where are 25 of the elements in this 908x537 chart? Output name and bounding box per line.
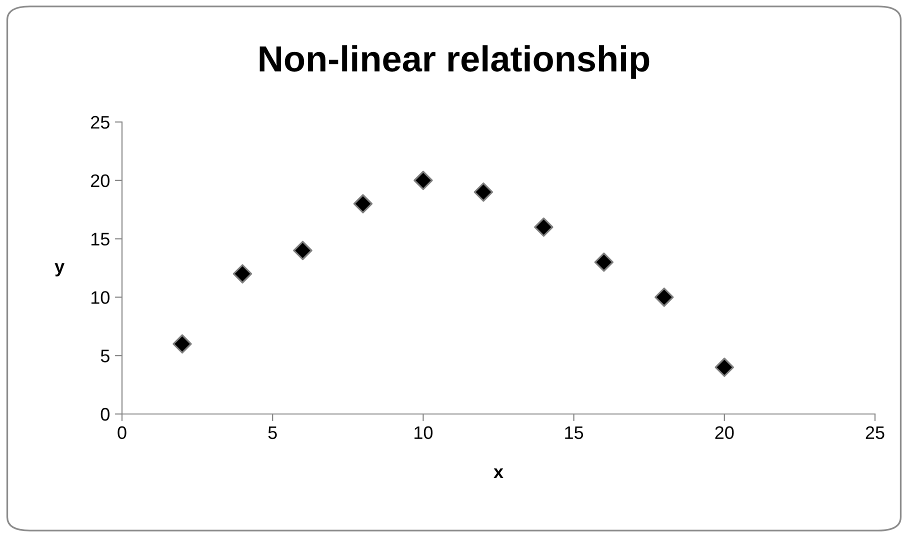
- x-tick-label: 0: [118, 426, 126, 440]
- point: [714, 358, 734, 377]
- point: [654, 288, 674, 307]
- x-tick-label: 5: [268, 426, 277, 440]
- y-tick-label: 5: [100, 350, 110, 362]
- point: [474, 182, 494, 202]
- y-tick-label: 0: [100, 408, 110, 421]
- x-tick-label: 25: [866, 426, 884, 440]
- x-tick-label: 10: [414, 426, 433, 440]
- x-tick-label: 15: [565, 426, 584, 440]
- x-tick-label: 20: [715, 426, 734, 440]
- x-axis-title: x: [494, 468, 504, 478]
- y-tick-label: 15: [91, 232, 110, 246]
- point: [594, 252, 614, 272]
- chart-title: Non-linear relationship: [260, 45, 650, 79]
- y-tick-label: 25: [91, 116, 110, 129]
- y-tick-label: 20: [91, 174, 110, 188]
- point: [232, 264, 252, 284]
- point: [414, 170, 433, 190]
- point: [353, 194, 373, 214]
- y-tick-label: 10: [91, 291, 110, 304]
- point: [293, 240, 312, 260]
- y-axis-title: y: [54, 263, 64, 276]
- point: [534, 218, 554, 237]
- point: [172, 334, 192, 354]
